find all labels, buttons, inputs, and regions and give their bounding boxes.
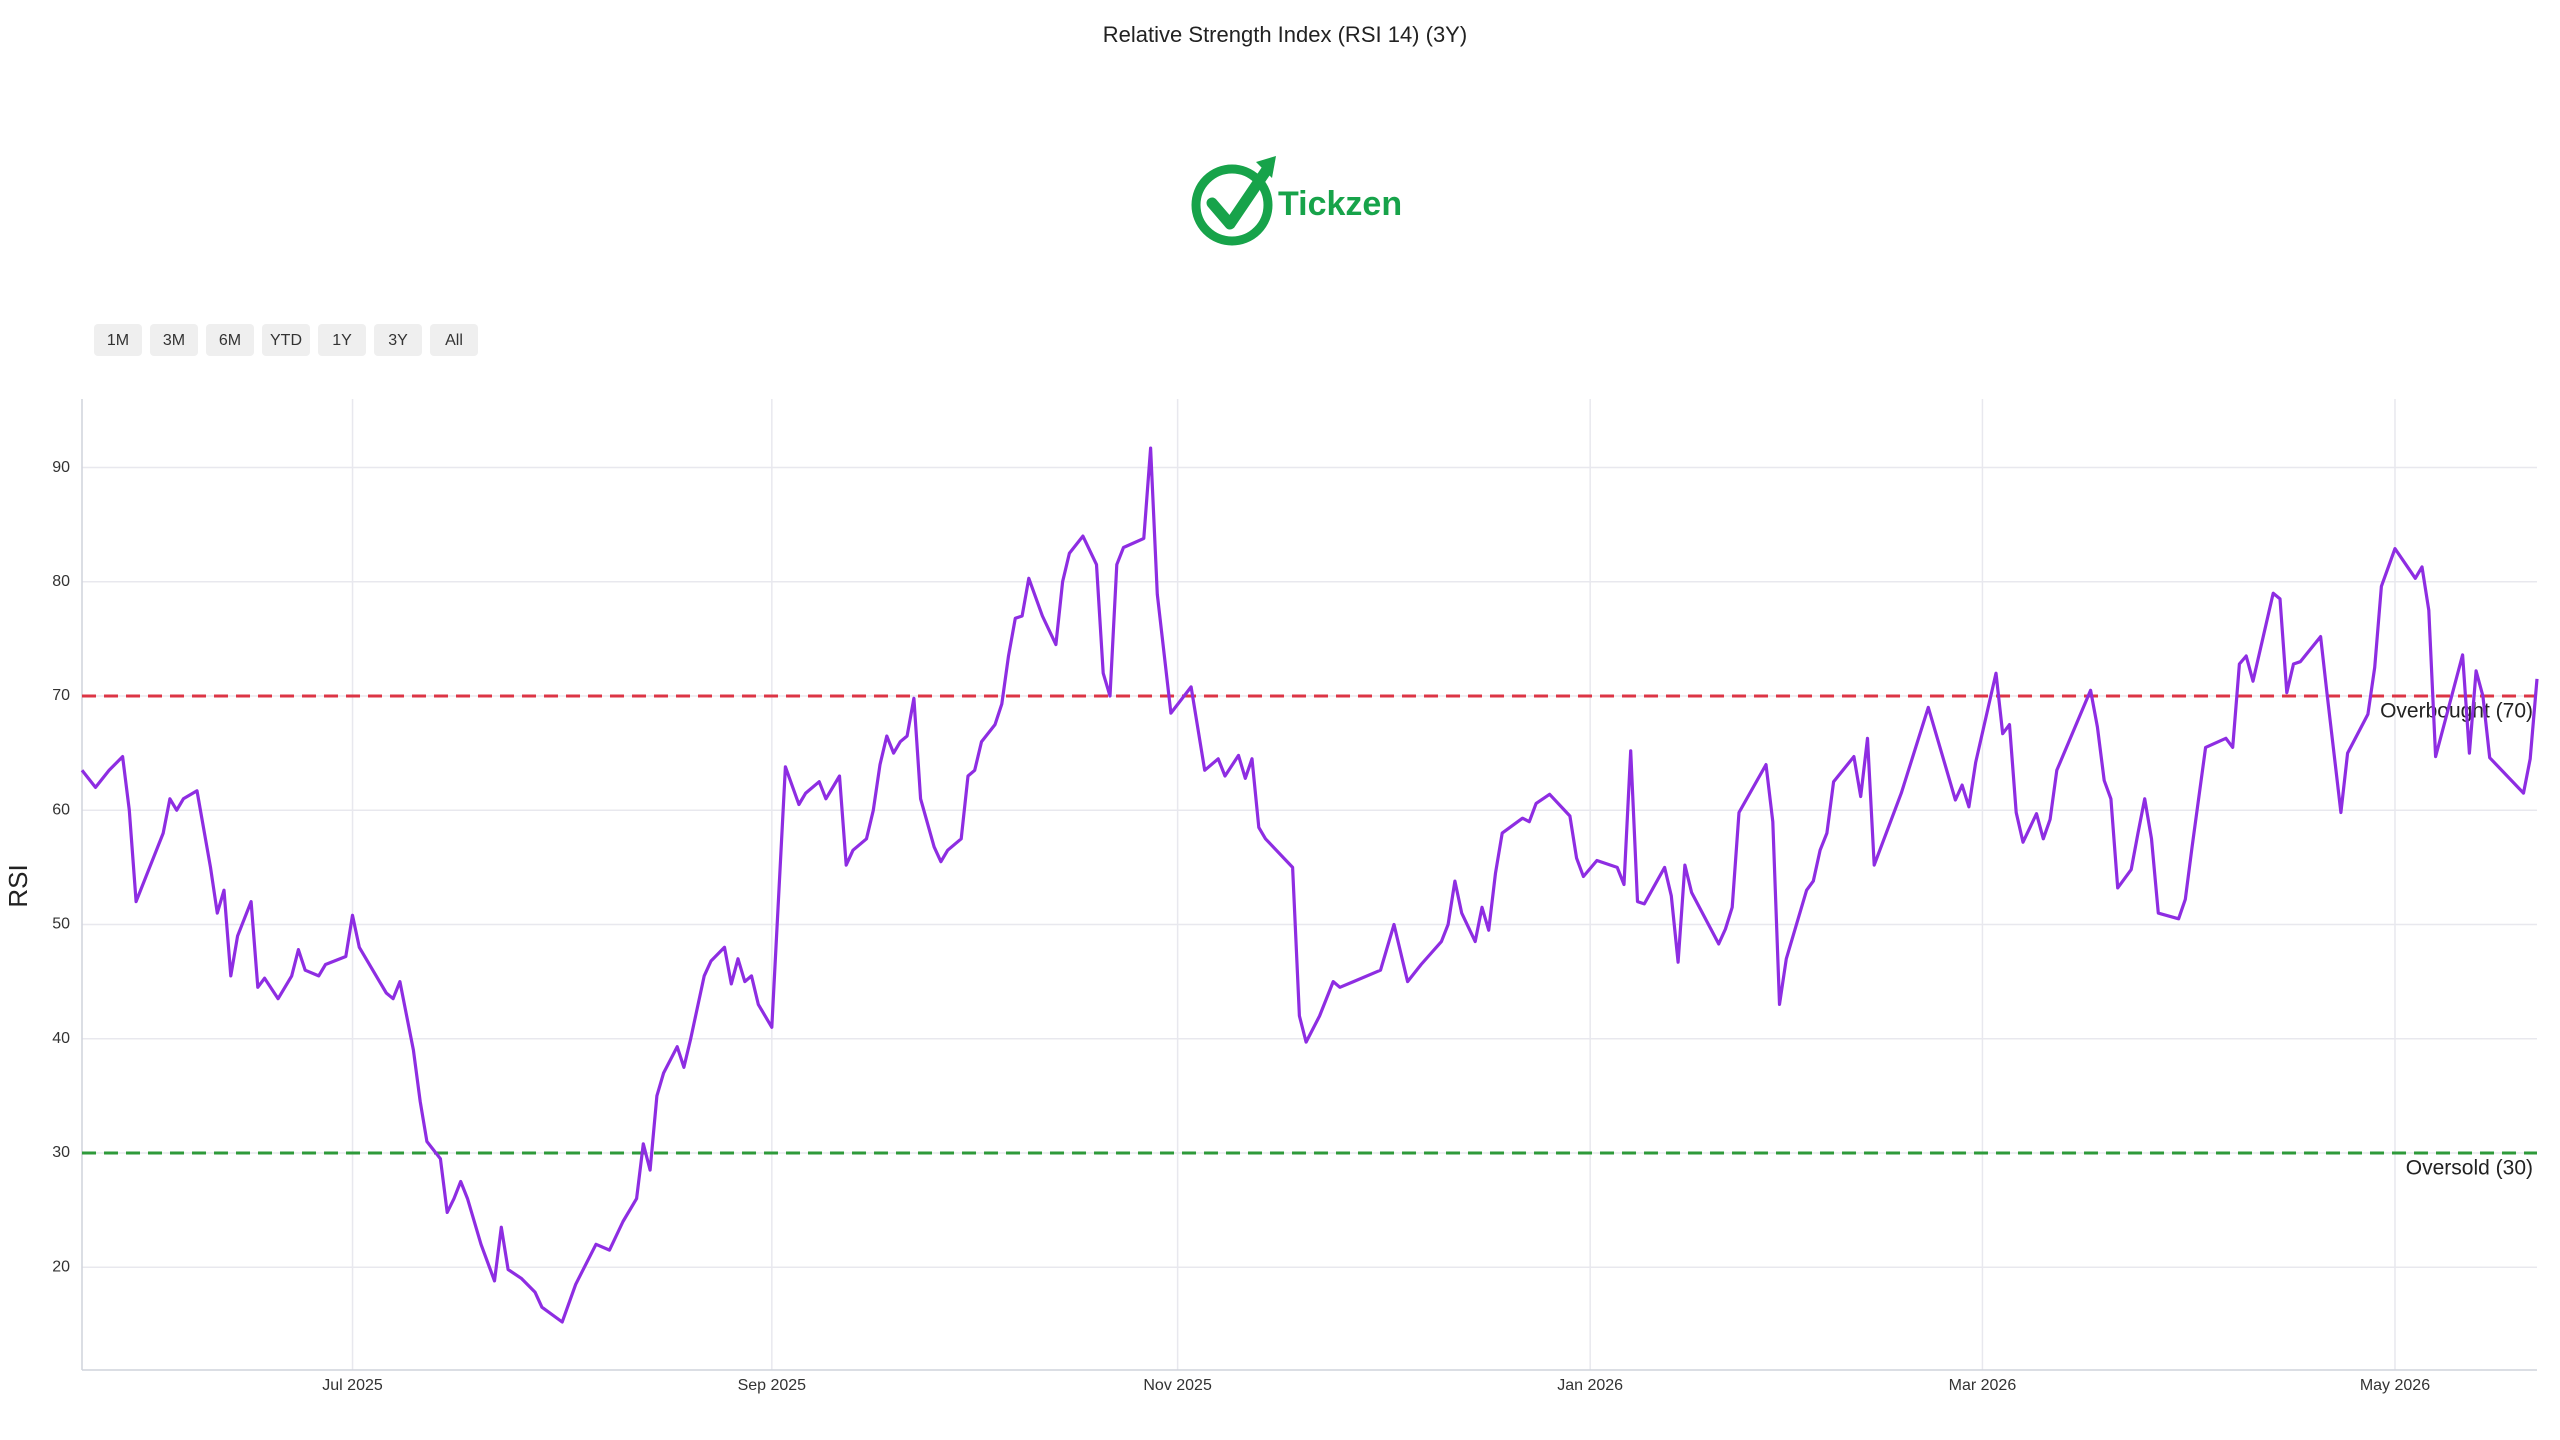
x-tick-label: Jul 2025 [322, 1377, 383, 1394]
chart-title: Relative Strength Index (RSI 14) (3Y) [1103, 22, 1467, 47]
y-tick-label: 90 [52, 459, 70, 476]
rsi-line [80, 446, 2539, 1324]
y-tick-label: 60 [52, 801, 70, 818]
range-button-bg[interactable] [94, 324, 142, 356]
logo-check [1206, 162, 1274, 230]
range-button-label[interactable]: 6M [219, 332, 241, 349]
x-tick-label: Sep 2025 [738, 1377, 807, 1394]
y-axis-label: RSI [3, 864, 33, 907]
y-tick-label: 40 [52, 1030, 70, 1047]
logo: Tickzen [1191, 156, 1402, 246]
y-tick-label: 20 [52, 1258, 70, 1275]
y-tick-label: 30 [52, 1144, 70, 1161]
range-button[interactable]: 3Y [374, 324, 422, 356]
range-button-label[interactable]: 1M [107, 332, 129, 349]
range-button[interactable]: 1M [94, 324, 142, 356]
range-button-label[interactable]: 1Y [332, 332, 352, 349]
x-tick-label: Jan 2026 [1557, 1377, 1623, 1394]
y-tick-label: 50 [52, 916, 70, 933]
x-tick-label: May 2026 [2360, 1377, 2430, 1394]
y-tick-label: 70 [52, 687, 70, 704]
logo-arrow [1256, 156, 1276, 178]
range-button-bg[interactable] [150, 324, 198, 356]
logo-circle [1191, 164, 1273, 246]
x-tick-label: Mar 2026 [1949, 1377, 2017, 1394]
range-button-bg[interactable] [374, 324, 422, 356]
reference-label: Oversold (30) [2406, 1156, 2533, 1179]
range-button[interactable]: 3M [150, 324, 198, 356]
range-button[interactable]: 1Y [318, 324, 366, 356]
logo-text: Tickzen [1278, 185, 1402, 223]
range-button-bg[interactable] [430, 324, 478, 356]
reference-label: Overbought (70) [2380, 700, 2533, 723]
range-button[interactable]: YTD [262, 324, 310, 356]
range-button-bg[interactable] [318, 324, 366, 356]
range-button-label[interactable]: YTD [270, 332, 302, 349]
range-button[interactable]: All [430, 324, 478, 356]
x-tick-label: Nov 2025 [1143, 1377, 1212, 1394]
range-button-bg[interactable] [206, 324, 254, 356]
range-button-label[interactable]: 3M [163, 332, 185, 349]
range-button-bg[interactable] [262, 324, 310, 356]
range-button-label[interactable]: 3Y [388, 332, 408, 349]
range-button[interactable]: 6M [206, 324, 254, 356]
y-tick-label: 80 [52, 573, 70, 590]
range-button-label[interactable]: All [445, 332, 463, 349]
